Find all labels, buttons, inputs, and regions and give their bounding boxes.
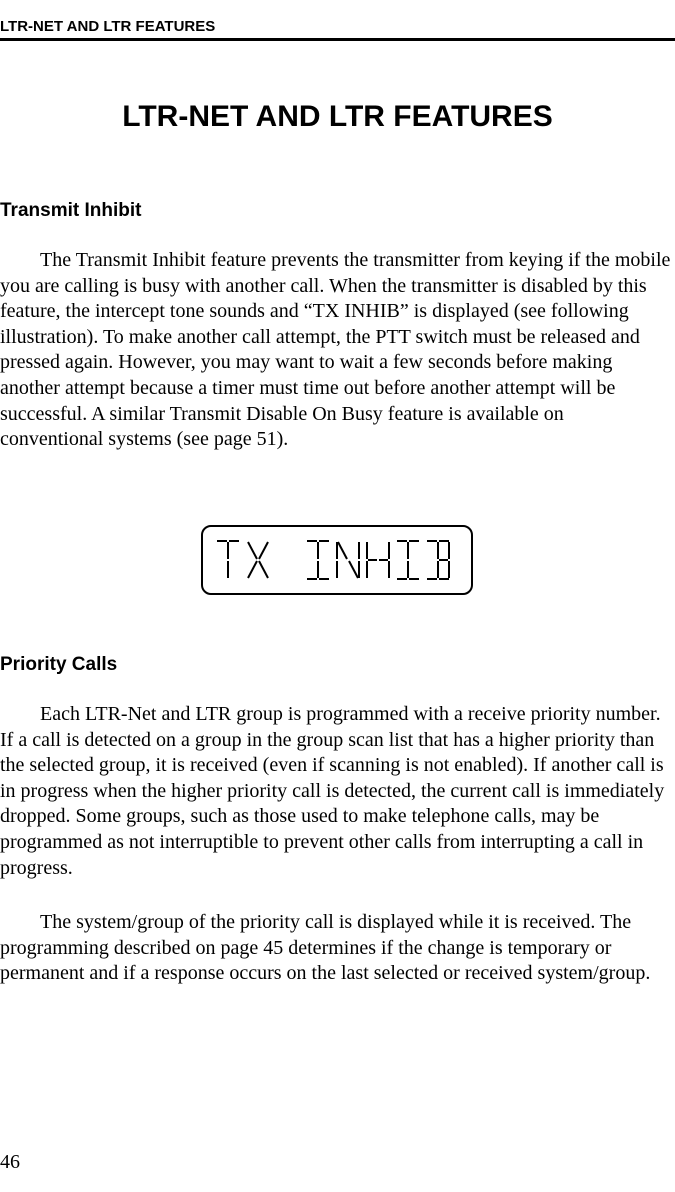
lcd-display (201, 525, 473, 595)
section-heading-priority-calls: Priority Calls (0, 654, 117, 676)
paragraph-priority-calls-1: Each LTR-Net and LTR group is programmed… (0, 702, 672, 881)
page-title: LTR-NET AND LTR FEATURES (0, 100, 675, 134)
paragraph-transmit-inhibit: The Transmit Inhibit feature prevents th… (0, 248, 672, 453)
header-rule (0, 38, 675, 41)
paragraph-priority-calls-2: The system/group of the priority call is… (0, 910, 672, 987)
lcd-16seg-icon (211, 535, 463, 585)
page-number: 46 (0, 1151, 20, 1174)
running-header: LTR-NET AND LTR FEATURES (0, 18, 215, 35)
section-heading-transmit-inhibit: Transmit Inhibit (0, 200, 141, 222)
